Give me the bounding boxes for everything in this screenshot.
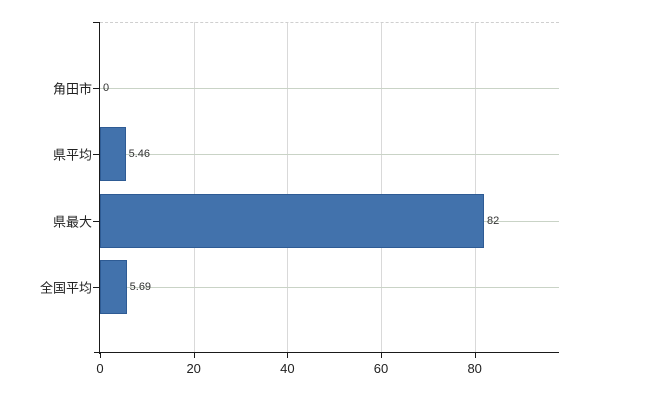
row-gridline [100,88,559,90]
category-tick [93,154,100,156]
x-axis-tick-label: 60 [373,361,389,376]
vertical-gridline [474,22,476,353]
row-gridline [100,154,559,156]
vertical-gridline [287,22,289,353]
x-axis-tick [193,353,195,358]
data-bar [100,193,485,248]
vertical-gridline [193,22,195,353]
category-tick [93,88,100,90]
x-axis-tick [474,353,476,358]
top-gridline [100,22,559,23]
category-label: 県最大 [52,214,92,230]
category-tick [93,220,100,222]
y-axis-top-tick [93,22,100,23]
x-axis-tick [100,353,101,358]
value-label: 0 [103,82,110,95]
x-axis-tick-label: 0 [96,361,104,376]
value-label: 82 [487,214,500,227]
category-label: 角田市 [52,81,92,97]
x-axis-line [94,352,559,353]
y-axis-line [99,22,100,354]
category-tick [93,286,100,288]
category-label: 全国平均 [39,280,92,296]
x-axis-tick-label: 40 [280,361,295,376]
data-bar [100,259,127,314]
x-axis-tick [381,353,383,358]
value-label: 5.69 [129,280,152,293]
x-axis-tick-label: 80 [467,361,482,376]
x-axis-tick-label: 20 [186,361,201,376]
data-bar [100,127,126,182]
category-label: 県平均 [52,147,92,163]
x-axis-tick [287,353,289,358]
row-gridline [100,286,559,288]
value-label: 5.46 [128,148,150,161]
vertical-gridline [381,22,383,353]
